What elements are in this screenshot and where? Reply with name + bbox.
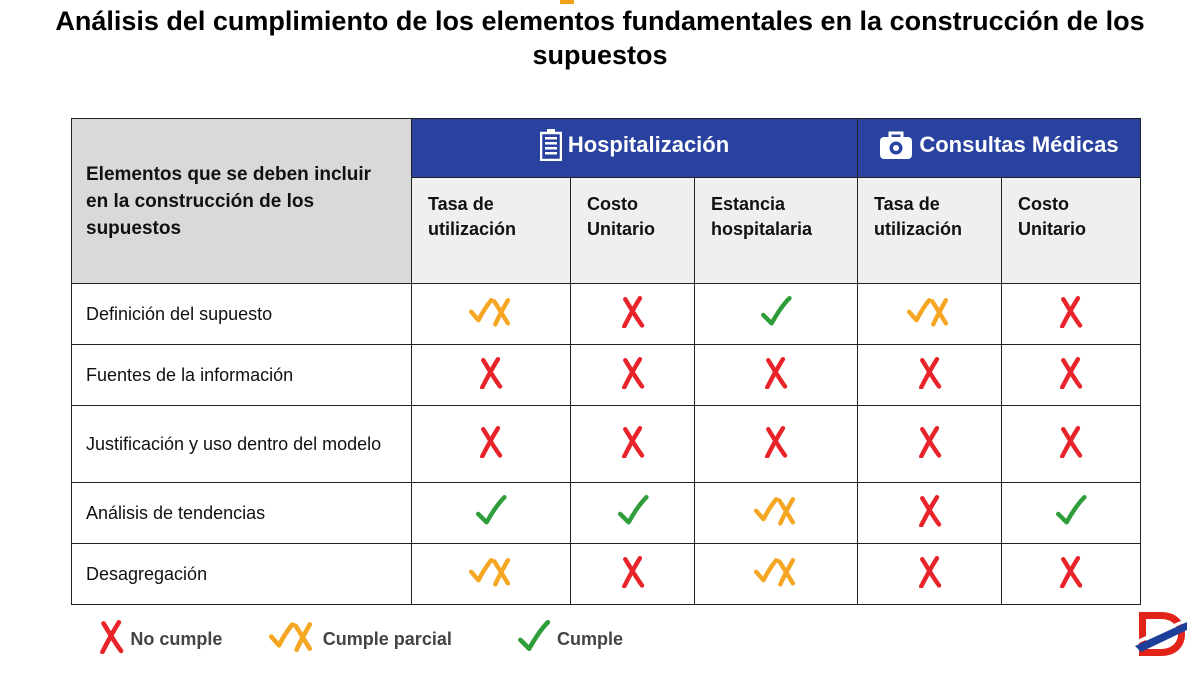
hospital-building-icon (539, 129, 562, 161)
status-cell (694, 283, 858, 345)
cross-icon (1058, 295, 1083, 334)
group-header-hospitalizacion: Hospitalización (411, 118, 858, 178)
status-cell (1001, 344, 1141, 406)
cross-icon (620, 555, 645, 594)
check-icon (474, 494, 508, 533)
row-label: Justificación y uso dentro del modelo (71, 405, 412, 483)
title-accent-bar (560, 0, 574, 4)
status-cell (570, 344, 695, 406)
table-row: Justificación y uso dentro del modelo (71, 405, 1141, 483)
column-header: Costo Unitario (570, 177, 695, 284)
legend: No cumple Cumple parcial Cumple (98, 614, 623, 664)
status-cell (857, 482, 1002, 544)
status-cell (411, 344, 571, 406)
row-label: Fuentes de la información (71, 344, 412, 406)
cross-icon (1058, 555, 1083, 594)
table-row: Definición del supuesto (71, 283, 1141, 345)
table-row: Análisis de tendencias (71, 482, 1141, 544)
status-cell (411, 482, 571, 544)
row-label: Desagregación (71, 543, 412, 605)
status-cell (411, 543, 571, 605)
status-cell (570, 482, 695, 544)
table-row: Desagregación (71, 543, 1141, 605)
corner-label: Elementos que se deben incluir en la con… (86, 163, 372, 239)
status-cell (857, 283, 1002, 345)
cross-icon (478, 356, 503, 395)
check-icon (1054, 494, 1088, 533)
status-cell (570, 283, 695, 345)
status-cell (570, 405, 695, 483)
row-label: Definición del supuesto (71, 283, 412, 345)
legend-label: Cumple (557, 628, 624, 649)
cross-icon (1058, 356, 1083, 395)
medical-bag-icon (879, 130, 913, 160)
group-label: Hospitalización (567, 132, 730, 157)
partial-check-cross-icon (268, 619, 316, 659)
partial-check-cross-icon (753, 494, 799, 533)
column-header: Estancia hospitalaria (694, 177, 858, 284)
cross-icon (620, 295, 645, 334)
group-header-consultas: Consultas Médicas (857, 118, 1141, 178)
status-cell (1001, 283, 1141, 345)
page-title: Análisis del cumplimiento de los element… (55, 6, 1145, 70)
group-label: Consultas Médicas (919, 132, 1119, 157)
legend-label: No cumple (130, 628, 223, 649)
cross-icon (917, 494, 942, 533)
check-icon (616, 494, 650, 533)
cross-icon (478, 425, 503, 464)
status-cell (694, 543, 858, 605)
status-cell (411, 405, 571, 483)
cross-icon (917, 356, 942, 395)
cross-icon (763, 425, 788, 464)
table-corner-header: Elementos que se deben incluir en la con… (71, 118, 412, 284)
legend-no-cumple: No cumple (98, 619, 222, 659)
partial-check-cross-icon (906, 295, 952, 334)
status-cell (857, 543, 1002, 605)
status-cell (1001, 543, 1141, 605)
status-cell (694, 405, 858, 483)
status-cell (411, 283, 571, 345)
status-cell (857, 344, 1002, 406)
legend-label: Cumple parcial (322, 628, 452, 649)
column-header: Tasa de utilización (411, 177, 571, 284)
status-cell (857, 405, 1002, 483)
table-row: Fuentes de la información (71, 344, 1141, 406)
cross-icon (1058, 425, 1083, 464)
legend-cumple: Cumple (516, 619, 623, 659)
compliance-table: Elementos que se deben incluir en la con… (71, 118, 1141, 605)
status-cell (694, 344, 858, 406)
publisher-logo (1133, 606, 1189, 667)
cross-icon (917, 555, 942, 594)
cross-icon (763, 356, 788, 395)
status-cell (1001, 405, 1141, 483)
legend-parcial: Cumple parcial (268, 619, 452, 659)
cross-icon (98, 619, 124, 659)
partial-check-cross-icon (468, 555, 514, 594)
status-cell (1001, 482, 1141, 544)
check-icon (759, 295, 793, 334)
partial-check-cross-icon (468, 295, 514, 334)
column-header: Tasa de utilización (857, 177, 1002, 284)
cross-icon (620, 425, 645, 464)
column-header: Costo Unitario (1001, 177, 1141, 284)
cross-icon (917, 425, 942, 464)
status-cell (570, 543, 695, 605)
cross-icon (620, 356, 645, 395)
status-cell (694, 482, 858, 544)
partial-check-cross-icon (753, 555, 799, 594)
check-icon (516, 619, 551, 659)
row-label: Análisis de tendencias (71, 482, 412, 544)
